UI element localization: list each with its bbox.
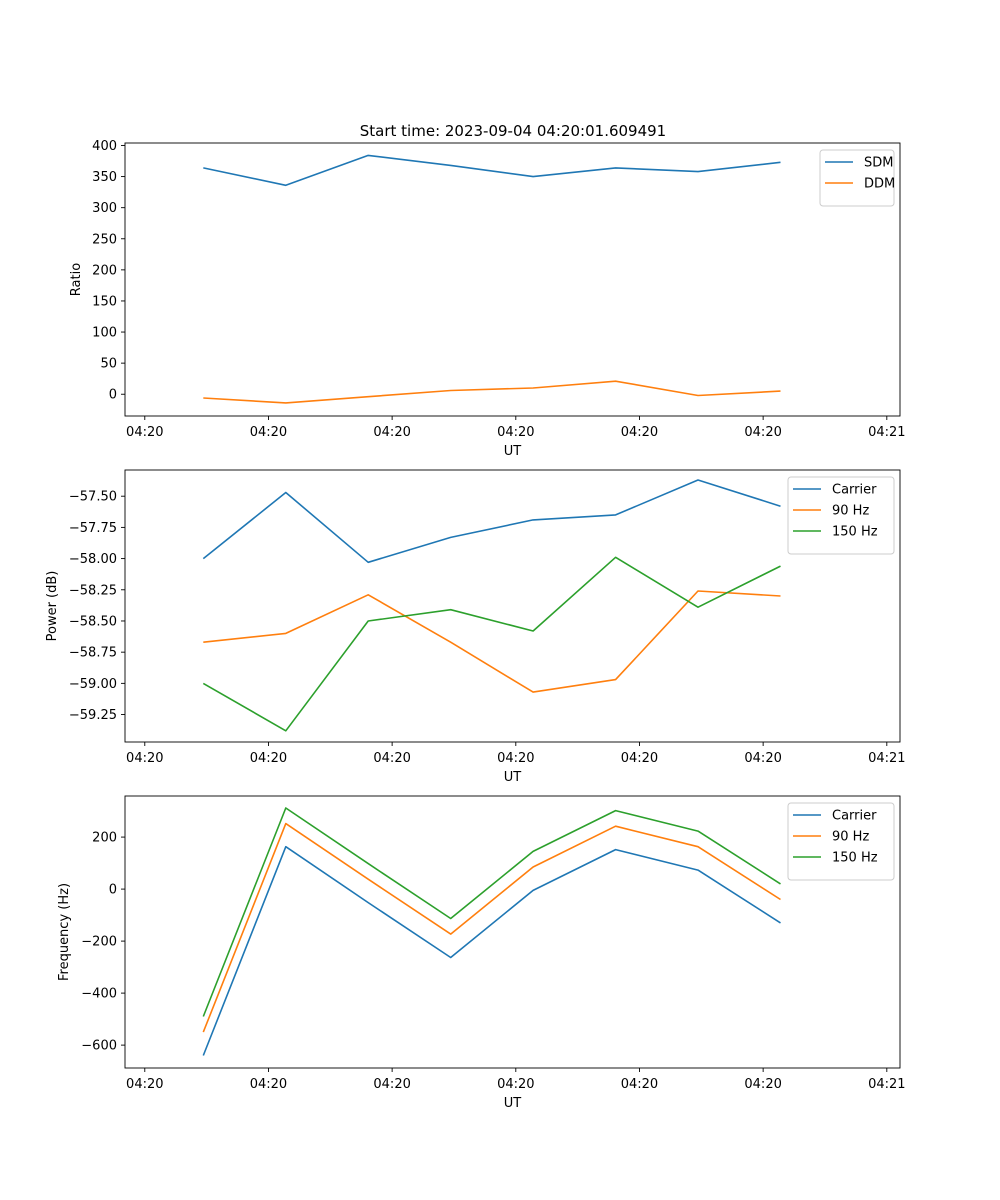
- y-tick-label: −600: [81, 1039, 117, 1054]
- legend-label: SDM: [864, 156, 893, 171]
- y-tick-label: 50: [100, 357, 117, 372]
- x-tick-label: 04:21: [868, 1077, 905, 1092]
- y-tick-label: 300: [92, 201, 117, 216]
- legend-box: [787, 802, 895, 881]
- axes-frame: [124, 469, 901, 743]
- x-tick-label: 04:20: [621, 425, 658, 440]
- y-tick-label: 200: [92, 831, 117, 846]
- legend-label: 150 Hz: [832, 525, 878, 540]
- y-axis-label: Ratio: [69, 263, 84, 296]
- x-tick-label: 04:20: [373, 425, 410, 440]
- series-line-carrier: [202, 845, 781, 1056]
- x-axis-label: UT: [504, 444, 522, 459]
- legend-label: 90 Hz: [832, 504, 869, 519]
- x-tick-label: 04:20: [497, 751, 534, 766]
- y-tick-label: −400: [81, 987, 117, 1002]
- x-tick-label: 04:20: [497, 425, 534, 440]
- y-tick-label: −57.75: [69, 521, 117, 536]
- x-tick-label: 04:20: [621, 751, 658, 766]
- x-axis-label: UT: [504, 1096, 522, 1111]
- subplot-3: −600 −400 −200 0 200 04:20 04:20 04:20 04:20 04:2…: [57, 795, 906, 1111]
- legend-label: Carrier: [832, 483, 877, 498]
- y-tick-label: −58.25: [69, 583, 117, 598]
- y-tick-label: 150: [92, 294, 117, 309]
- series-line-ddm: [203, 380, 781, 404]
- x-tick-label: 04:20: [250, 425, 287, 440]
- x-tick-label: 04:21: [868, 425, 905, 440]
- y-tick-label: −57.50: [69, 490, 117, 505]
- y-tick-label: −200: [81, 935, 117, 950]
- x-tick-label: 04:20: [126, 1077, 163, 1092]
- x-tick-label: 04:20: [744, 751, 781, 766]
- legend: Carrier 90 Hz 150 Hz: [787, 476, 895, 555]
- series-line-150-hz: [202, 556, 781, 732]
- axes-frame: [124, 795, 901, 1069]
- y-axis-label: Power (dB): [45, 571, 60, 642]
- x-tick-label: 04:20: [373, 1077, 410, 1092]
- y-tick-label: −59.25: [69, 708, 117, 723]
- legend: SDM DDM: [819, 149, 895, 207]
- series-line-150-hz: [202, 807, 781, 1017]
- x-tick-label: 04:20: [744, 1077, 781, 1092]
- x-tick-label: 04:20: [744, 425, 781, 440]
- legend-box: [787, 476, 895, 555]
- series-line-carrier: [202, 479, 781, 564]
- y-axis-label: Frequency (Hz): [57, 883, 72, 981]
- x-tick-label: 04:20: [621, 1077, 658, 1092]
- y-tick-label: 250: [92, 232, 117, 247]
- y-tick-label: 350: [92, 170, 117, 185]
- legend-label: 150 Hz: [832, 851, 878, 866]
- series-line-90-hz: [203, 590, 781, 693]
- y-tick-label: 0: [109, 388, 117, 403]
- x-tick-label: 04:20: [250, 1077, 287, 1092]
- y-tick-label: −59.00: [69, 677, 117, 692]
- x-tick-label: 04:20: [126, 425, 163, 440]
- subplot-2: −59.25 −59.00 −58.75 −58.50 −58.25 −58.00 −57.…: [45, 469, 906, 785]
- x-tick-label: 04:20: [373, 751, 410, 766]
- legend-label: Carrier: [832, 809, 877, 824]
- x-tick-label: 04:21: [868, 751, 905, 766]
- x-tick-label: 04:20: [497, 1077, 534, 1092]
- x-axis-label: UT: [504, 770, 522, 785]
- y-tick-label: −58.00: [69, 552, 117, 567]
- y-tick-label: −58.75: [69, 646, 117, 661]
- y-tick-label: 100: [92, 326, 117, 341]
- x-tick-label: 04:20: [126, 751, 163, 766]
- legend-label: DDM: [864, 177, 895, 192]
- legend-box: [819, 149, 895, 207]
- y-tick-label: −58.50: [69, 614, 117, 629]
- y-tick-label: 200: [92, 263, 117, 278]
- x-tick-label: 04:20: [250, 751, 287, 766]
- y-tick-label: 0: [109, 883, 117, 898]
- series-line-90-hz: [202, 822, 781, 1033]
- series-line-sdm: [203, 154, 781, 187]
- subplot-1: 0 50 100 150 200 250 300 350 400 04:20 04:20 04:20 0…: [69, 139, 906, 459]
- legend: Carrier 90 Hz 150 Hz: [787, 802, 895, 881]
- y-tick-label: 400: [92, 139, 117, 154]
- panels: 0 50 100 150 200 250 300 350 400 04:20 04:20 04:20 0…: [45, 139, 906, 1111]
- chart-title: Start time: 2023-09-04 04:20:01.609491: [360, 122, 666, 140]
- axes-frame: [124, 142, 901, 417]
- legend-label: 90 Hz: [832, 830, 869, 845]
